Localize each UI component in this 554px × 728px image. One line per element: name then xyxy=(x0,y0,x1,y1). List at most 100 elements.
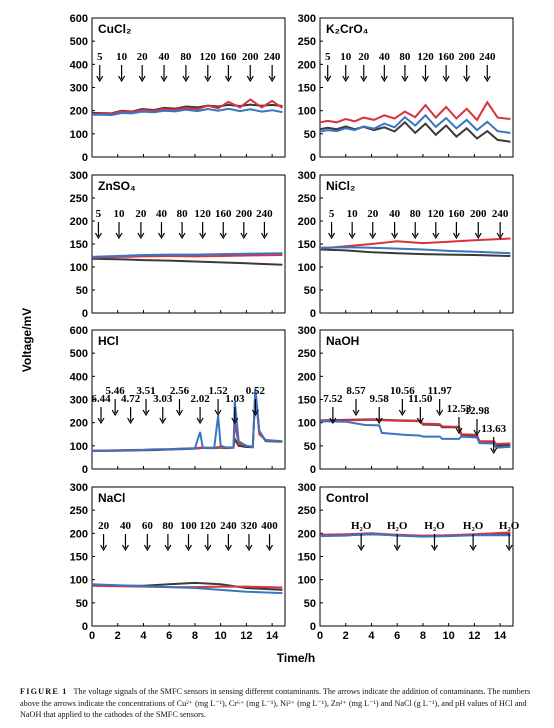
series-line-red xyxy=(91,98,283,116)
addition-label: 120 xyxy=(200,520,217,532)
y-tick-label: 300 xyxy=(70,170,88,182)
addition-arrowhead xyxy=(115,232,123,240)
panel-title: NaCl xyxy=(98,491,125,505)
y-tick-label: 50 xyxy=(76,598,88,610)
y-tick-label: 500 xyxy=(70,348,88,360)
addition-arrowhead xyxy=(268,75,276,83)
addition-arrowhead xyxy=(160,75,168,83)
addition-arrowhead xyxy=(246,75,254,83)
figure-caption: FIGURE 1 The voltage signals of the SMFC… xyxy=(20,686,540,721)
panel-title: K₂CrO₄ xyxy=(326,22,369,36)
addition-label: H₂O xyxy=(424,520,445,532)
addition-arrowhead xyxy=(214,409,222,417)
addition-label: 6.44 xyxy=(91,393,111,405)
y-tick-label: 300 xyxy=(70,482,88,494)
addition-arrowhead xyxy=(111,409,119,417)
addition-label: 4.72 xyxy=(121,393,141,405)
panel-5: 0 100 200 300 400 500 600 HCl 6.445.464.723.513.… xyxy=(70,325,286,476)
y-tick-label: 200 xyxy=(70,418,88,430)
plot-frame xyxy=(91,486,286,627)
addition-arrowhead xyxy=(204,75,212,83)
series-line-black xyxy=(319,120,511,143)
x-tick-label: 10 xyxy=(215,630,227,642)
panel-3: 0 50 100 150 200 250 300 ZnSO₄ 5 10 20 40 80 120 160 20… xyxy=(70,170,286,320)
addition-arrowhead xyxy=(442,75,450,83)
x-tick-label: 0 xyxy=(317,630,323,642)
y-tick-label: 150 xyxy=(70,552,88,564)
addition-label: 12.53 xyxy=(447,403,472,415)
y-tick-label: 50 xyxy=(304,285,316,297)
addition-label: 120 xyxy=(417,51,434,63)
series-line-blue xyxy=(319,420,511,449)
addition-arrowhead xyxy=(245,544,253,552)
addition-label: 160 xyxy=(215,208,232,220)
addition-label: 200 xyxy=(470,208,487,220)
panel-title: CuCl₂ xyxy=(98,22,131,36)
y-tick-label: 0 xyxy=(310,308,316,320)
y-tick-label: 200 xyxy=(70,106,88,118)
figure-panels: Voltage/mV Time/h 0100200300400500600CuC… xyxy=(20,13,520,665)
panel-title: ZnSO₄ xyxy=(98,179,136,193)
x-tick-label: 6 xyxy=(394,630,400,642)
addition-arrowhead xyxy=(94,232,102,240)
addition-label: 20 xyxy=(135,208,147,220)
addition-arrowhead xyxy=(474,232,482,240)
addition-arrowhead xyxy=(182,75,190,83)
addition-label: 20 xyxy=(98,520,110,532)
caption-label: FIGURE 1 xyxy=(20,687,68,696)
y-tick-label: 200 xyxy=(298,371,316,383)
y-tick-label: 600 xyxy=(70,13,88,25)
y-tick-label: 100 xyxy=(298,418,316,430)
addition-arrowhead xyxy=(260,232,268,240)
y-tick-label: 0 xyxy=(82,152,88,164)
addition-arrowhead xyxy=(430,544,439,552)
addition-arrowhead xyxy=(137,232,145,240)
x-tick-label: 2 xyxy=(343,630,349,642)
y-tick-label: 0 xyxy=(310,464,316,476)
addition-arrowhead xyxy=(251,409,259,417)
x-tick-label: 14 xyxy=(266,630,279,642)
addition-arrowhead xyxy=(432,232,440,240)
addition-arrowhead xyxy=(175,409,184,417)
addition-label: 200 xyxy=(242,51,259,63)
addition-arrowhead xyxy=(369,232,377,240)
series-line-black xyxy=(91,257,283,266)
y-tick-label: 100 xyxy=(298,106,316,118)
addition-label: 240 xyxy=(479,51,496,63)
addition-label: 240 xyxy=(264,51,281,63)
addition-arrowhead xyxy=(416,417,424,425)
addition-arrowhead xyxy=(324,75,332,83)
addition-label: 240 xyxy=(220,520,237,532)
addition-label: 200 xyxy=(236,208,253,220)
addition-label: 40 xyxy=(389,208,401,220)
y-tick-label: 100 xyxy=(70,262,88,274)
addition-arrowhead xyxy=(178,232,186,240)
series-line-blue xyxy=(92,389,283,452)
addition-arrowhead xyxy=(219,232,227,240)
addition-arrowhead xyxy=(138,75,146,83)
x-tick-label: 6 xyxy=(166,630,172,642)
addition-label: 120 xyxy=(200,51,217,63)
addition-arrowhead xyxy=(348,232,356,240)
addition-label: 3.51 xyxy=(136,385,155,397)
addition-label: 80 xyxy=(399,51,411,63)
x-axis-label: Time/h xyxy=(277,651,315,665)
addition-arrowhead xyxy=(224,544,232,552)
y-tick-label: 0 xyxy=(82,308,88,320)
panel-title: NiCl₂ xyxy=(326,179,355,193)
addition-arrowhead xyxy=(463,75,471,83)
addition-arrowhead xyxy=(398,409,406,417)
addition-arrowhead xyxy=(452,232,460,240)
y-tick-label: 100 xyxy=(70,129,88,141)
addition-arrowhead xyxy=(483,75,491,83)
addition-arrowhead xyxy=(375,417,383,425)
addition-label: 5 xyxy=(97,51,103,63)
addition-arrowhead xyxy=(360,75,368,83)
y-tick-label: 300 xyxy=(298,482,316,494)
x-tick-label: 8 xyxy=(192,630,198,642)
addition-label: 120 xyxy=(194,208,211,220)
panel-6: 050100150200250300NaOH7.528.579.5810.561… xyxy=(298,325,514,476)
y-tick-label: 250 xyxy=(298,36,316,48)
panel-title: HCl xyxy=(98,334,119,348)
